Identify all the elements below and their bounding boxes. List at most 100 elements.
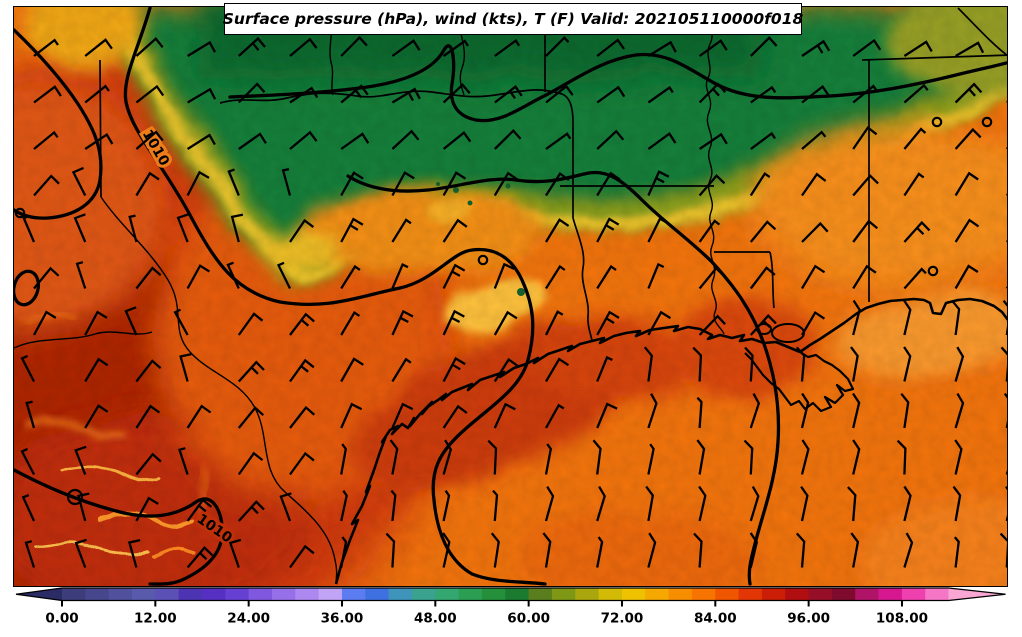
- field-texture: [14, 7, 1007, 586]
- wind-barb: [340, 536, 348, 568]
- wind-barb: [228, 538, 242, 568]
- wind-barb: [442, 218, 468, 243]
- wind-barb: [596, 355, 613, 382]
- calm-wind-icon: [14, 207, 26, 219]
- wind-barb: [84, 357, 109, 383]
- wind-barb: [25, 400, 36, 429]
- wind-barb: [340, 443, 348, 475]
- wind-barb: [596, 486, 606, 522]
- colorbar-segment: [271, 588, 296, 601]
- wind-barb: [647, 40, 677, 57]
- wind-barb: [490, 532, 500, 568]
- wind-barb: [492, 489, 499, 522]
- colorbar-segment: [761, 588, 786, 601]
- wind-barb: [647, 443, 655, 475]
- weather-map-canvas: 1010 1010: [13, 6, 1008, 587]
- wind-barb: [801, 39, 831, 57]
- wind-barb: [391, 402, 414, 429]
- wind-barb: [135, 266, 162, 290]
- wind-barb: [493, 402, 516, 429]
- wind-barb: [135, 404, 161, 429]
- wind-barb: [135, 496, 159, 522]
- wind-barb: [743, 439, 754, 475]
- wind-barb: [852, 392, 861, 429]
- wind-barb: [391, 263, 409, 289]
- wind-barb: [493, 262, 515, 289]
- wind-barb: [696, 396, 703, 429]
- calm-wind-icon: [927, 265, 939, 277]
- wind-barb: [800, 392, 810, 429]
- wind-barb: [187, 87, 217, 104]
- wind-barb: [340, 35, 368, 57]
- wind-barb: [33, 38, 59, 57]
- temperature-colorbar: 0.00 12.00 24.00 36.00 48.00 60.00 72.00 84.00 9…: [0, 587, 1022, 633]
- wind-barb: [74, 445, 87, 475]
- wind-barb: [545, 357, 570, 383]
- wind-barb: [237, 500, 265, 522]
- wind-barb: [187, 40, 217, 57]
- wind-barb: [545, 218, 570, 243]
- wind-barb: [135, 359, 162, 383]
- wind-barb: [230, 213, 244, 243]
- wind-barb: [340, 357, 364, 383]
- wind-barb: [801, 130, 827, 150]
- wind-barb: [850, 532, 860, 568]
- colorbar-segment: [715, 588, 740, 601]
- wind-barb: [749, 314, 777, 336]
- wind-barb: [289, 86, 319, 104]
- wind-barb: [544, 485, 555, 522]
- wind-barb: [289, 405, 316, 429]
- wind-barb: [903, 127, 927, 150]
- wind-barb: [596, 38, 625, 57]
- wind-barb: [289, 312, 315, 336]
- wind-barb: [955, 41, 985, 57]
- wind-barb: [238, 36, 266, 57]
- wind-barb: [84, 132, 114, 150]
- colorbar-segment: [925, 588, 950, 601]
- wind-barb: [279, 492, 292, 522]
- wind-barb: [545, 171, 570, 197]
- wind-barb: [900, 392, 910, 429]
- wind-barb: [442, 309, 465, 336]
- wind-barb: [647, 170, 670, 196]
- wind-barb: [186, 133, 216, 150]
- colorbar-segment: [85, 588, 110, 601]
- colorbar-segment: [131, 588, 156, 601]
- colorbar-segment: [645, 588, 670, 601]
- calm-wind-icon: [931, 116, 943, 128]
- wind-barb: [592, 439, 602, 475]
- wind-barb: [692, 346, 703, 382]
- wind-barb: [749, 220, 777, 243]
- wind-barb: [442, 83, 471, 104]
- wind-barb: [135, 130, 164, 150]
- calm-wind-icon: [477, 254, 489, 266]
- colorbar-tick-label: 0.00: [45, 611, 78, 627]
- wind-barb: [340, 84, 369, 104]
- wind-barb: [596, 310, 620, 336]
- wind-barb: [698, 82, 727, 104]
- colorbar-segment: [435, 588, 460, 601]
- wind-barb: [493, 357, 519, 383]
- colorbar-tick-label: 72.00: [601, 611, 644, 627]
- colorbar-tick-label: 36.00: [321, 611, 364, 627]
- wind-barb: [750, 85, 777, 104]
- wind-barb: [544, 310, 564, 336]
- wind-barb: [227, 168, 240, 196]
- wind-barb: [954, 439, 963, 475]
- wind-barb: [238, 132, 267, 150]
- wind-barb: [544, 403, 565, 429]
- wind-barb: [32, 310, 57, 336]
- wind-barb: [135, 171, 160, 197]
- wind-barb: [442, 39, 469, 57]
- wind-barb: [744, 346, 754, 382]
- wind-barb: [442, 532, 451, 568]
- wind-barb: [596, 129, 625, 150]
- wind-barb: [391, 39, 421, 57]
- wind-barb: [186, 498, 213, 522]
- wind-barb: [696, 439, 706, 475]
- colorbar-segment: [738, 588, 763, 601]
- wind-barb: [391, 171, 415, 197]
- colorbar-tick-label: 108.00: [876, 611, 928, 627]
- wind-barb: [237, 312, 264, 336]
